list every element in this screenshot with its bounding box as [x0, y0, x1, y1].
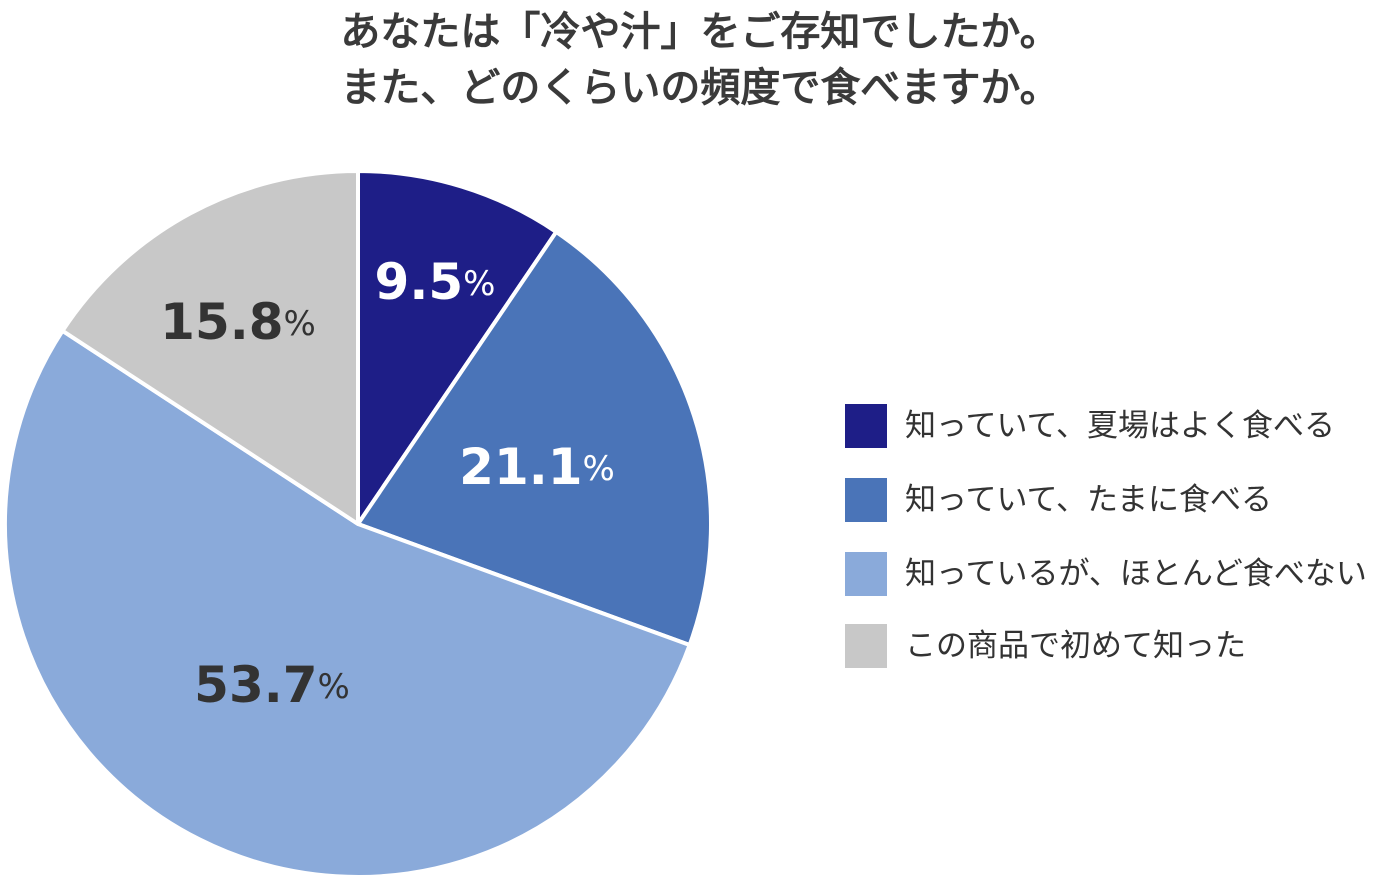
- pie-data-label: 53.7%: [194, 656, 350, 714]
- legend-swatch: [845, 552, 887, 596]
- pie-slice: [356, 169, 559, 526]
- pie-slice: [60, 169, 360, 526]
- legend-label: 知っていて、夏場はよく食べる: [905, 408, 1335, 444]
- pie-slice: [3, 328, 692, 879]
- legend-label: 知っているが、ほとんど食べない: [905, 556, 1367, 592]
- legend-item: 知っていて、夏場はよく食べる: [845, 404, 1400, 448]
- pie-data-label: 15.8%: [160, 293, 316, 351]
- chart-title: あなたは「冷や汁」をご存知でしたか。 また、どのくらいの頻度で食べますか。: [0, 4, 1400, 116]
- chart-title-line-2: また、どのくらいの頻度で食べますか。: [340, 65, 1060, 111]
- legend-swatch: [845, 624, 887, 668]
- legend-item: 知っていて、たまに食べる: [845, 478, 1400, 522]
- legend-swatch: [845, 478, 887, 522]
- legend-item: 知っているが、ほとんど食べない: [845, 552, 1400, 596]
- pie-data-label: 21.1%: [459, 438, 615, 496]
- legend-item: この商品で初めて知った: [845, 624, 1400, 668]
- legend-label: この商品で初めて知った: [905, 628, 1246, 664]
- chart-title-line-1: あなたは「冷や汁」をご存知でしたか。: [340, 9, 1060, 55]
- pie-data-label: 9.5%: [375, 253, 496, 311]
- legend-swatch: [845, 404, 887, 448]
- pie-slice: [356, 229, 714, 648]
- legend-label: 知っていて、たまに食べる: [905, 482, 1273, 518]
